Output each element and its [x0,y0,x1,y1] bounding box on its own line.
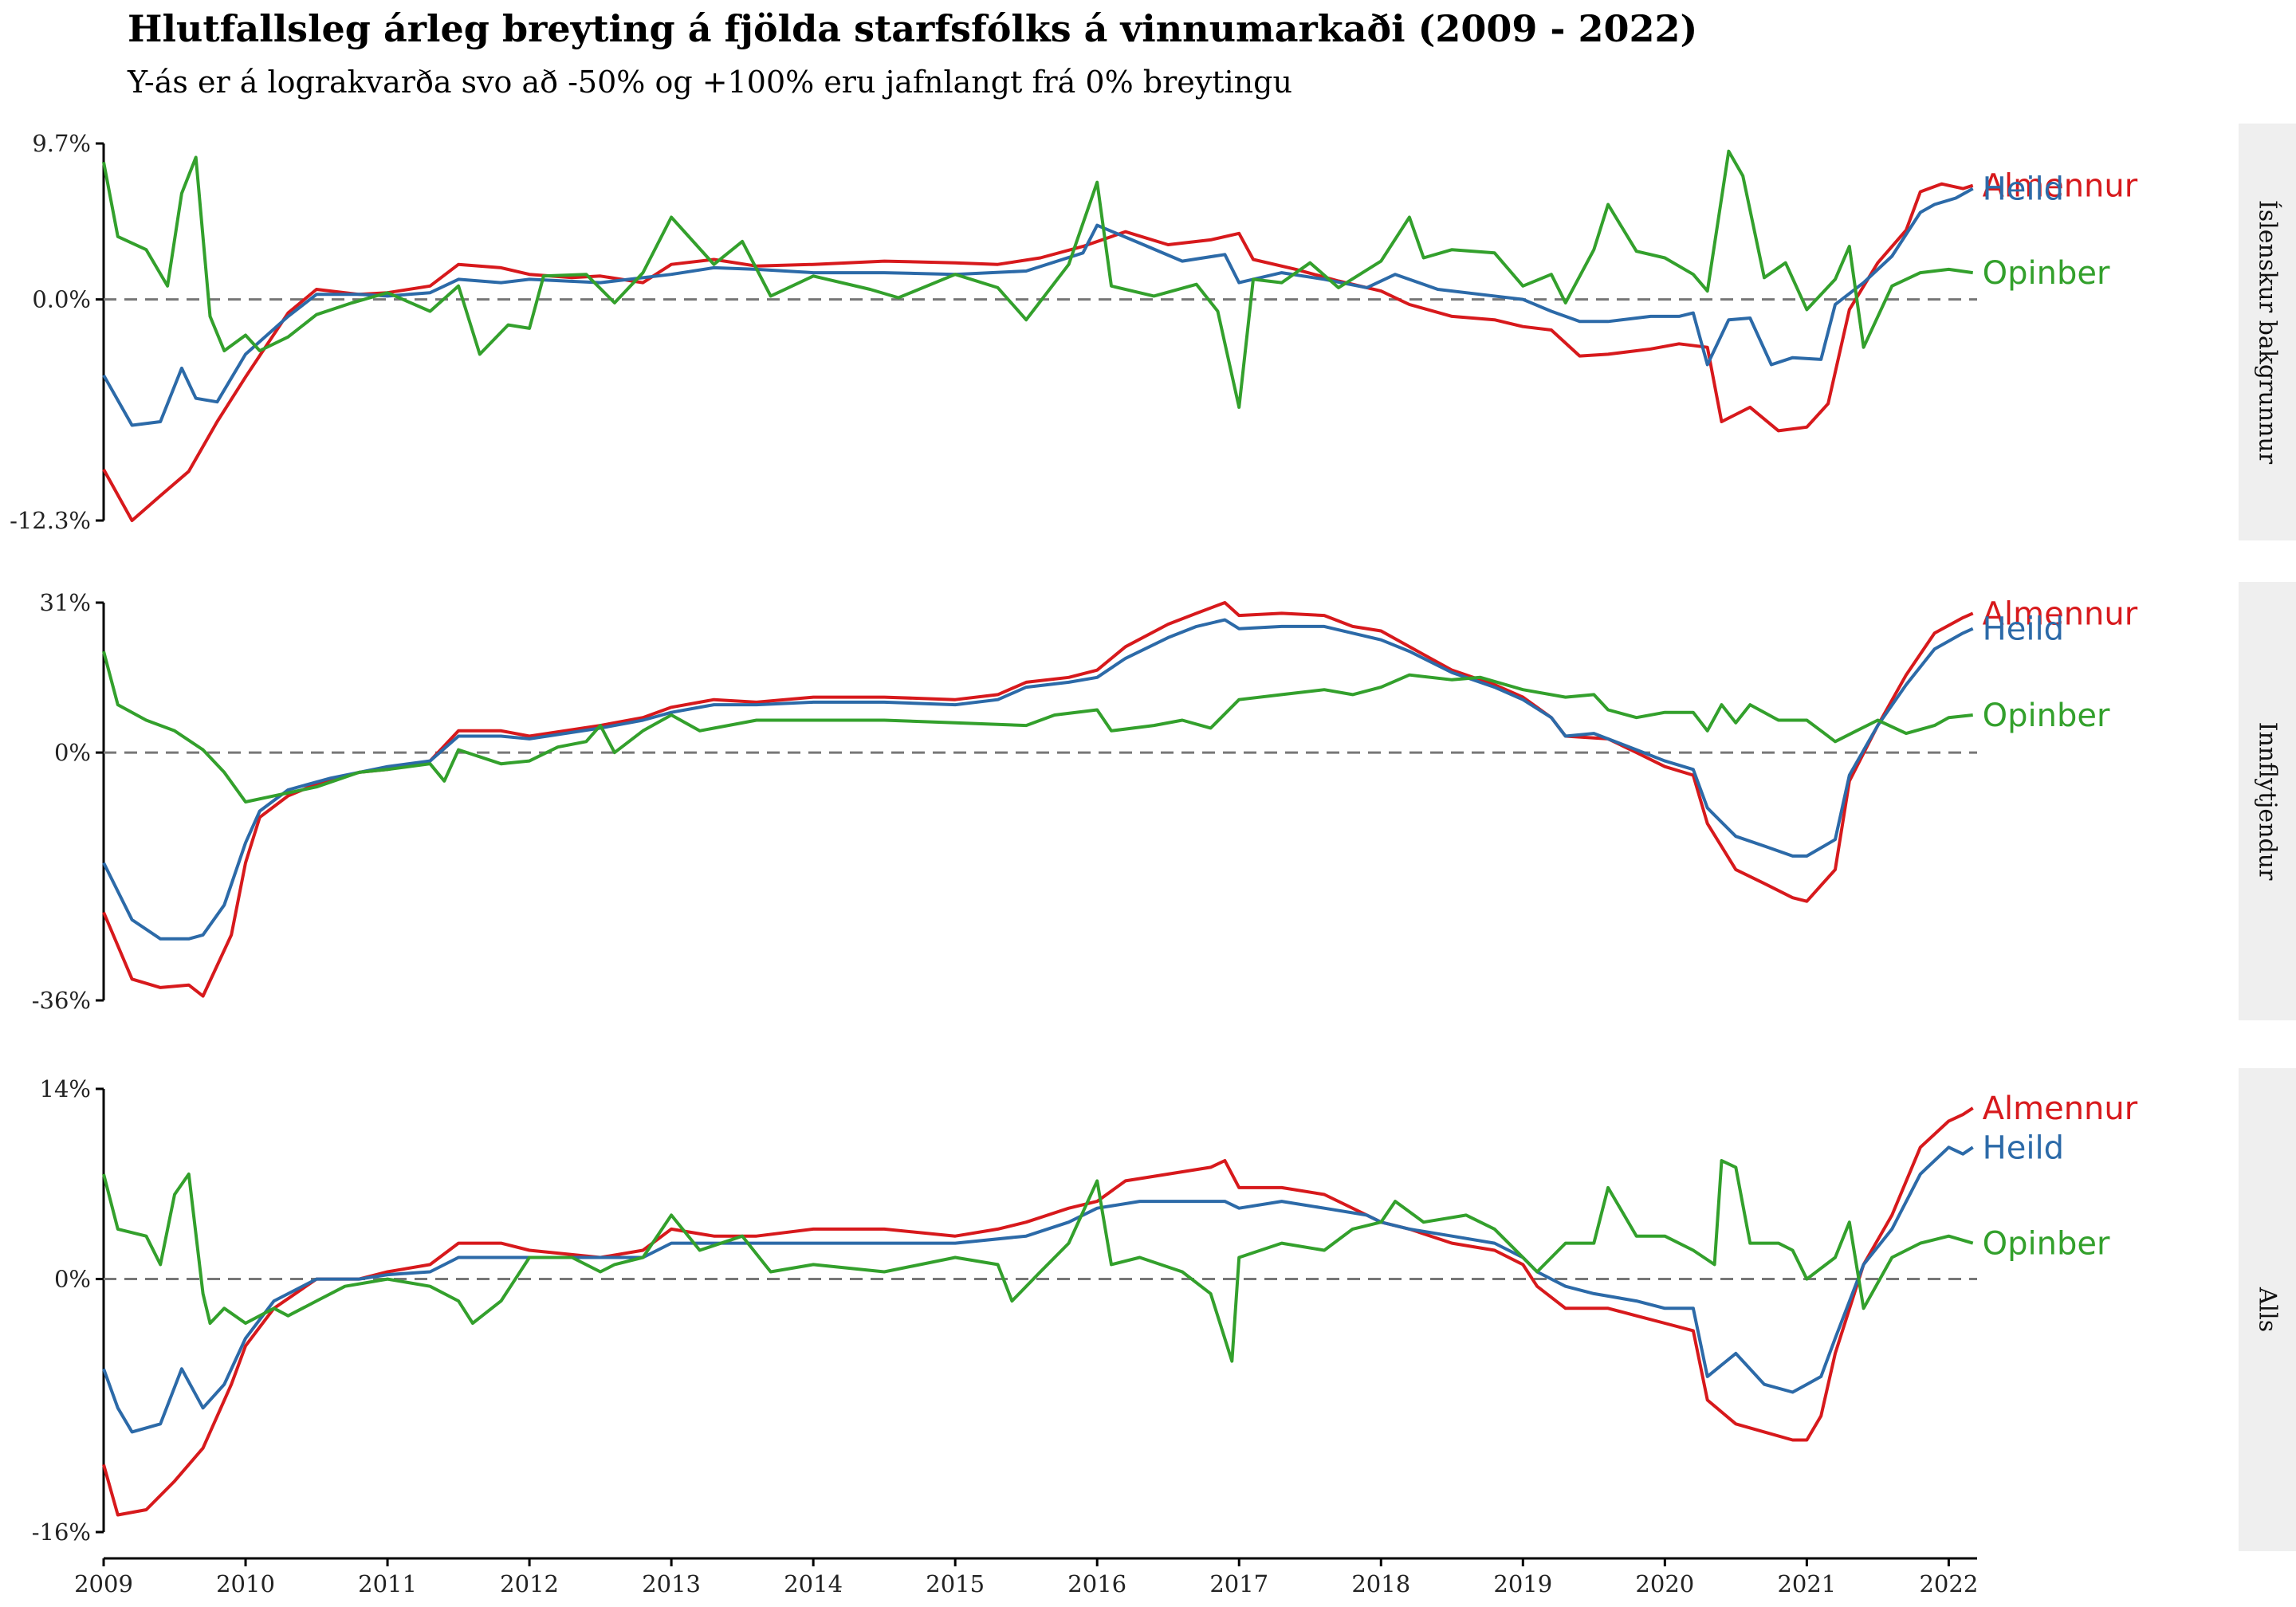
facet-strip [2239,1068,2296,1551]
series-label-heild: Heild [1983,1130,2064,1166]
series-label-almennur: Almennur [1983,1090,2138,1127]
x-tick-label: 2013 [642,1570,701,1597]
x-tick-label: 2017 [1209,1570,1268,1597]
x-tick-label: 2021 [1777,1570,1836,1597]
facet-strip [2239,582,2296,1020]
series-line-opinber [102,650,1973,804]
series-label-opinber: Opinber [1983,255,2110,292]
y-tick-label: -12.3% [10,507,91,534]
x-tick-label: 2009 [74,1570,133,1597]
x-tick-label: 2011 [358,1570,417,1597]
series-label-almennur: Almennur [1983,595,2138,632]
series-line-opinber [102,149,1973,409]
y-tick-label: -36% [32,987,91,1014]
y-tick-label: 14% [40,1075,91,1102]
x-tick-label: 2018 [1351,1570,1410,1597]
y-tick-label: 9.7% [32,130,91,157]
y-tick-label: -16% [32,1519,91,1546]
x-tick-label: 2020 [1635,1570,1694,1597]
y-tick-label: 31% [40,589,91,616]
x-tick-label: 2012 [500,1570,559,1597]
series-line-opinber [102,1159,1974,1363]
y-tick-label: 0.0% [32,286,91,313]
x-tick-label: 2022 [1919,1570,1978,1597]
series-line-almennur [102,1106,1974,1517]
series-line-heild [102,187,1974,427]
x-tick-label: 2014 [784,1570,843,1597]
facet-strip [2239,124,2296,540]
x-tick-label: 2015 [926,1570,985,1597]
panels-layer: Íslenskur bakgrunnur 9.7% 0.0% -12.3% Almenn… [10,124,2296,1551]
y-tick-label: 0% [54,739,91,766]
y-tick-label: 0% [54,1266,91,1293]
facet-strip-label: Alls [2254,1287,2282,1332]
series-label-opinber: Opinber [1983,697,2110,734]
series-label-almennur: Almennur [1983,168,2138,205]
series-label-heild: Heild [1983,171,2064,208]
series-label-heild: Heild [1983,611,2064,648]
series-line-almennur [102,182,1974,522]
chart-title: Hlutfallsleg árleg breyting á fjölda sta… [128,7,1697,50]
series-line-heild [102,1145,1974,1434]
x-tick-label: 2019 [1493,1570,1552,1597]
panel-1: Íslenskur bakgrunnur 9.7% 0.0% -12.3% Almenn… [10,124,2296,540]
series-label-opinber: Opinber [1983,1226,2110,1263]
facet-strip-label: Íslenskur bakgrunnur [2254,200,2282,465]
x-tick-label: 2010 [216,1570,275,1597]
facet-strip-label: Innflytjendur [2254,722,2282,881]
x-tick-label: 2016 [1067,1570,1126,1597]
series-line-almennur [102,601,1974,998]
chart-subtitle: Y-ás er á lograkvarða svo að -50% og +10… [127,65,1292,100]
series-line-heild [102,618,1974,941]
x-axis: 2009 2010 2011 2012 2013 2014 2015 2016 2017 2018… [74,1557,1978,1597]
